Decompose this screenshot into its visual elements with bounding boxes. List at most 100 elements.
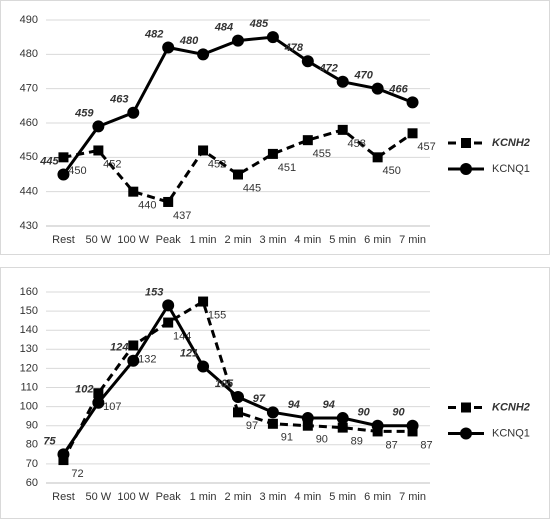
x-tick-label: 7 min — [399, 491, 426, 503]
x-tick-label: 4 min — [294, 234, 321, 246]
data-label: 90 — [392, 407, 405, 419]
data-label: 463 — [109, 94, 128, 106]
marker — [406, 419, 419, 432]
data-label: 89 — [351, 436, 363, 448]
x-tick-label: 100 W — [117, 491, 149, 503]
data-label: 121 — [180, 347, 198, 359]
panel — [0, 267, 550, 519]
x-tick-label: Peak — [156, 234, 182, 246]
data-label: 97 — [253, 393, 266, 405]
data-label: 458 — [348, 138, 366, 150]
marker — [371, 82, 384, 95]
marker — [162, 41, 175, 54]
y-tick-label: 450 — [20, 151, 38, 163]
data-label: 132 — [138, 353, 156, 365]
data-label: 437 — [173, 210, 191, 222]
y-tick-label: 90 — [26, 420, 38, 432]
y-tick-label: 430 — [20, 220, 38, 232]
data-label: 450 — [68, 165, 86, 177]
data-label: 94 — [288, 399, 300, 411]
data-label: 445 — [243, 182, 261, 194]
y-tick-label: 480 — [20, 48, 38, 60]
marker — [57, 168, 70, 181]
x-tick-label: 6 min — [364, 234, 391, 246]
legend-marker — [461, 402, 471, 413]
y-tick-label: 60 — [26, 477, 38, 489]
x-tick-label: 2 min — [225, 491, 252, 503]
data-label: 440 — [138, 200, 156, 212]
data-label: 91 — [281, 432, 293, 444]
y-tick-label: 120 — [20, 362, 38, 374]
marker — [197, 48, 210, 61]
data-label: 478 — [284, 42, 304, 54]
marker — [92, 120, 105, 133]
data-label: 459 — [74, 107, 94, 119]
marker — [372, 152, 383, 163]
y-tick-label: 100 — [20, 401, 38, 413]
panel — [0, 0, 550, 255]
marker — [266, 31, 279, 44]
y-tick-label: 150 — [20, 305, 38, 317]
legend-marker — [460, 427, 472, 440]
data-label: 484 — [214, 22, 233, 34]
legend-marker — [461, 138, 471, 148]
y-tick-label: 140 — [20, 324, 38, 336]
marker — [128, 340, 139, 351]
marker — [301, 55, 314, 68]
x-tick-label: 1 min — [190, 491, 217, 503]
data-label: 87 — [420, 439, 432, 451]
data-label: 124 — [110, 342, 128, 354]
x-tick-label: 1 min — [190, 234, 217, 246]
data-label: 94 — [323, 399, 335, 411]
data-label: 155 — [208, 309, 226, 321]
legend-label: KCNH2 — [492, 401, 530, 413]
y-tick-label: 160 — [20, 286, 38, 298]
marker — [93, 388, 104, 399]
marker — [57, 448, 70, 461]
marker — [407, 128, 418, 139]
data-label: 97 — [246, 420, 258, 432]
data-label: 455 — [313, 148, 331, 160]
marker — [336, 412, 349, 425]
data-label: 457 — [417, 141, 435, 153]
data-label: 445 — [39, 155, 59, 167]
data-label: 451 — [278, 162, 296, 174]
y-tick-label: 490 — [20, 14, 38, 26]
x-tick-label: 3 min — [259, 234, 286, 246]
x-tick-label: 6 min — [364, 491, 391, 503]
legend-label: KCNH2 — [492, 137, 530, 149]
marker — [233, 407, 243, 418]
marker — [162, 299, 175, 312]
marker — [58, 152, 69, 163]
marker — [93, 145, 104, 156]
data-label: 452 — [208, 158, 226, 170]
marker — [198, 296, 209, 307]
x-tick-label: 7 min — [399, 234, 426, 246]
legend-marker — [460, 163, 472, 175]
data-label: 72 — [71, 468, 83, 480]
marker — [337, 422, 348, 433]
data-label: 466 — [388, 83, 408, 95]
data-label: 452 — [103, 158, 121, 170]
y-tick-label: 470 — [20, 83, 38, 95]
y-tick-label: 110 — [20, 381, 38, 393]
data-label: 105 — [215, 378, 234, 390]
data-label: 480 — [179, 35, 199, 47]
marker — [232, 391, 244, 404]
marker — [233, 169, 243, 180]
data-label: 153 — [145, 286, 163, 298]
marker — [232, 34, 244, 47]
marker — [127, 354, 140, 367]
data-label: 87 — [386, 439, 398, 451]
marker — [302, 135, 313, 146]
data-label: 450 — [382, 165, 400, 177]
line — [63, 128, 414, 204]
marker — [301, 412, 314, 425]
marker — [127, 106, 140, 119]
x-tick-label: Rest — [52, 234, 75, 246]
data-label: 90 — [316, 434, 328, 446]
x-tick-label: 4 min — [294, 491, 321, 503]
data-label: 470 — [353, 70, 373, 82]
x-tick-label: 5 min — [329, 234, 356, 246]
